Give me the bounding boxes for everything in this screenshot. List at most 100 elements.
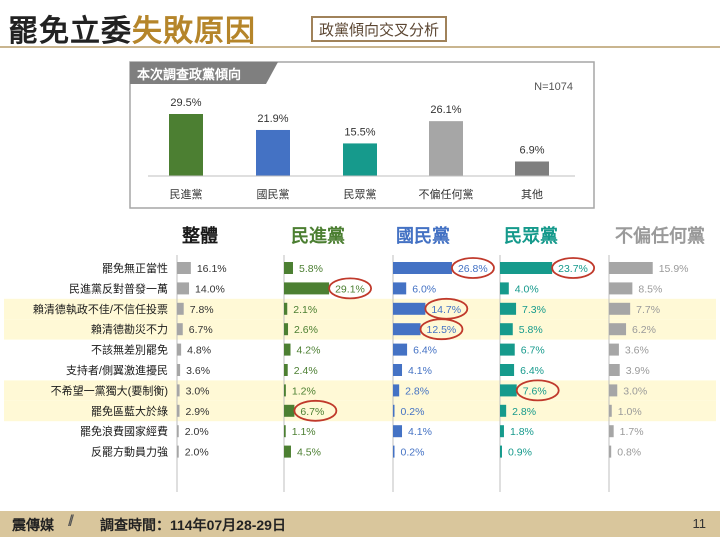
cross-bar-value: 3.6% bbox=[186, 365, 210, 377]
party-category-label: 不偏任何黨 bbox=[419, 187, 474, 201]
cross-bar bbox=[284, 384, 286, 397]
cross-bar bbox=[393, 262, 452, 274]
party-bar bbox=[429, 121, 463, 176]
column-header: 不偏任何黨 bbox=[615, 225, 705, 246]
cross-bar-value: 0.9% bbox=[508, 447, 532, 459]
cross-bar bbox=[609, 425, 614, 438]
cross-bar bbox=[393, 404, 395, 417]
highlight-band bbox=[4, 380, 716, 401]
cross-bar bbox=[284, 404, 295, 417]
cross-bar-value: 12.5% bbox=[427, 324, 457, 336]
party-bar bbox=[343, 143, 377, 176]
cross-bar bbox=[177, 302, 184, 315]
cross-bar-value: 8.5% bbox=[638, 283, 662, 295]
party-category-label: 國民黨 bbox=[257, 187, 290, 201]
cross-bar-value: 1.1% bbox=[292, 426, 316, 438]
party-bar bbox=[169, 114, 203, 176]
row-label: 賴清德勘災不力 bbox=[91, 322, 168, 336]
column-header: 民進黨 bbox=[291, 225, 345, 246]
title-main: 罷免立委 bbox=[8, 15, 132, 48]
cross-bar-value: 2.9% bbox=[185, 406, 209, 418]
highlight-circle bbox=[419, 318, 464, 341]
cross-bar-value: 6.7% bbox=[300, 406, 324, 418]
title-divider bbox=[0, 46, 720, 48]
cross-bar-value: 15.9% bbox=[659, 263, 689, 275]
cross-bar-value: 0.8% bbox=[617, 447, 641, 459]
cross-bar bbox=[177, 364, 181, 376]
cross-bar-value: 23.7% bbox=[558, 263, 588, 275]
cross-bar bbox=[609, 323, 627, 336]
party-category-label: 其他 bbox=[521, 188, 543, 201]
party-bar-value: 6.9% bbox=[519, 144, 544, 156]
cross-bar-value: 6.2% bbox=[632, 324, 656, 336]
footer-survey-date: 調查時間：114年07月28-29日 bbox=[100, 517, 286, 533]
party-category-label: 民眾黨 bbox=[344, 187, 377, 201]
cross-bar bbox=[284, 282, 330, 295]
title-highlight: 失敗原因 bbox=[132, 15, 256, 48]
cross-bar bbox=[284, 262, 293, 274]
cross-bar-value: 0.2% bbox=[401, 447, 425, 459]
cross-bar bbox=[609, 445, 612, 458]
cross-bar bbox=[393, 282, 407, 295]
cross-bar-value: 4.8% bbox=[187, 345, 211, 357]
cross-bar-value: 5.8% bbox=[519, 324, 543, 336]
cross-bar-value: 6.4% bbox=[520, 365, 544, 377]
page-number: 11 bbox=[692, 516, 707, 531]
cross-bar bbox=[284, 425, 286, 438]
cross-bar-value: 2.8% bbox=[512, 406, 536, 418]
cross-bar bbox=[500, 323, 513, 336]
highlight-circle bbox=[515, 379, 560, 402]
cross-bar bbox=[177, 262, 191, 274]
cross-bar bbox=[177, 425, 179, 438]
cross-bar-value: 14.7% bbox=[431, 304, 461, 316]
party-chart-title-tab bbox=[130, 62, 278, 84]
cross-bar bbox=[609, 364, 620, 376]
cross-bar-value: 4.2% bbox=[297, 345, 321, 357]
row-label: 反罷方動員力強 bbox=[91, 445, 168, 459]
party-chart-frame bbox=[129, 61, 595, 209]
cross-bar-value: 6.7% bbox=[189, 324, 213, 336]
cross-bar-value: 3.9% bbox=[626, 365, 650, 377]
cross-bar-value: 2.1% bbox=[293, 304, 317, 316]
cross-bar-value: 3.0% bbox=[623, 385, 647, 397]
cross-bar-value: 3.6% bbox=[625, 345, 649, 357]
chart-canvas: 本次調查政黨傾向 N=1074 29.5% 民進黨 21.9% 國民黨 15.5% 民眾黨 26… bbox=[4, 61, 716, 492]
cross-bar-value: 26.8% bbox=[458, 263, 488, 275]
cross-bar bbox=[284, 364, 288, 376]
cross-bar-value: 1.0% bbox=[618, 406, 642, 418]
row-label: 不希望一黨獨大(要制衡) bbox=[51, 383, 168, 397]
row-label: 罷免無正當性 bbox=[102, 261, 168, 275]
cross-bar-value: 6.4% bbox=[413, 345, 437, 357]
cross-bar bbox=[609, 262, 653, 274]
cross-bar-value: 2.4% bbox=[294, 365, 318, 377]
party-category-label: 民進黨 bbox=[170, 187, 203, 201]
cross-bar bbox=[609, 384, 618, 397]
cross-bar-value: 2.8% bbox=[405, 385, 429, 397]
cross-bar-value: 7.6% bbox=[523, 385, 547, 397]
cross-bar-value: 6.0% bbox=[412, 283, 436, 295]
row-label: 賴清德執政不佳/不信任投票 bbox=[33, 302, 168, 316]
row-label: 支持者/側翼激進擾民 bbox=[66, 363, 168, 377]
page-title: 罷免立委失敗原因 bbox=[8, 6, 256, 50]
column-header: 民眾黨 bbox=[504, 225, 558, 246]
row-label: 罷免浪費國家經費 bbox=[80, 424, 168, 438]
highlight-circle bbox=[328, 277, 373, 300]
cross-bar-value: 4.5% bbox=[297, 447, 321, 459]
footer-slash-icon: // bbox=[68, 513, 74, 530]
cross-bar bbox=[609, 302, 631, 315]
cross-bar bbox=[609, 404, 612, 417]
row-label: 民進黨反對普發一萬 bbox=[69, 281, 168, 295]
cross-bar-value: 16.1% bbox=[197, 263, 227, 275]
cross-bar bbox=[500, 262, 553, 274]
cross-bar bbox=[609, 343, 619, 356]
cross-bar bbox=[177, 384, 180, 397]
cross-bar bbox=[500, 343, 515, 356]
party-chart-title: 本次調查政黨傾向 bbox=[137, 67, 241, 82]
cross-bar-value: 4.1% bbox=[408, 426, 432, 438]
cross-bar bbox=[284, 445, 291, 458]
cross-bar bbox=[284, 323, 289, 336]
cross-bar bbox=[500, 404, 507, 417]
row-label: 不該無差別罷免 bbox=[91, 343, 168, 357]
party-bar-value: 29.5% bbox=[170, 97, 201, 109]
highlight-circle bbox=[293, 399, 338, 422]
